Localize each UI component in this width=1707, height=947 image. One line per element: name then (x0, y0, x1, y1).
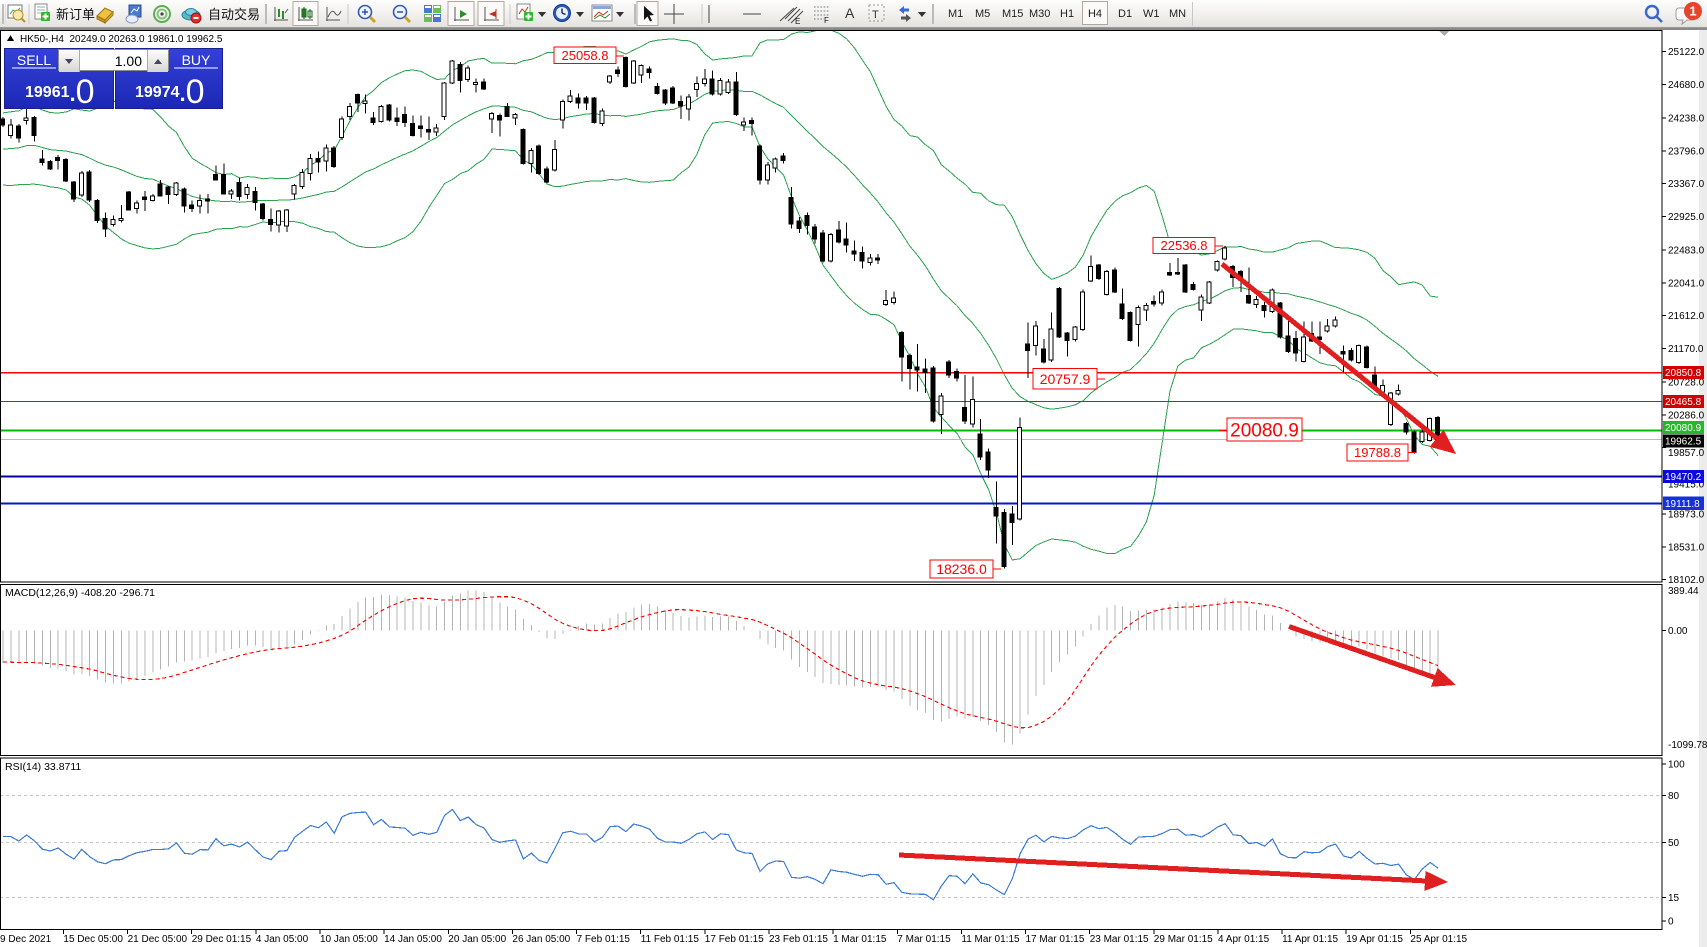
svg-text:18973.0: 18973.0 (1668, 509, 1705, 520)
svg-text:25 Apr 01:15: 25 Apr 01:15 (1410, 934, 1467, 945)
svg-text:22536.8: 22536.8 (1161, 238, 1208, 253)
svg-text:23 Feb 01:15: 23 Feb 01:15 (769, 934, 828, 945)
svg-text:19111.8: 19111.8 (1665, 499, 1700, 510)
svg-text:29 Mar 01:15: 29 Mar 01:15 (1154, 934, 1213, 945)
svg-text:25058.8: 25058.8 (562, 48, 609, 63)
svg-text:19788.8: 19788.8 (1354, 445, 1401, 460)
svg-text:F: F (824, 16, 829, 25)
svg-text:21612.0: 21612.0 (1668, 311, 1705, 322)
svg-text:RSI(14) 33.8711: RSI(14) 33.8711 (5, 761, 81, 773)
svg-text:23367.0: 23367.0 (1668, 179, 1705, 190)
svg-text:A: A (845, 5, 855, 21)
svg-text:19470.2: 19470.2 (1665, 472, 1702, 483)
svg-text:7 Mar 01:15: 7 Mar 01:15 (897, 934, 951, 945)
svg-text:29 Dec 01:15: 29 Dec 01:15 (192, 934, 252, 945)
svg-text:20757.9: 20757.9 (1040, 371, 1091, 387)
svg-text:7 Feb 01:15: 7 Feb 01:15 (577, 934, 631, 945)
svg-text:10 Jan 05:00: 10 Jan 05:00 (320, 934, 378, 945)
svg-text:21170.0: 21170.0 (1668, 344, 1704, 355)
svg-text:50: 50 (1668, 838, 1680, 849)
svg-text:17 Mar 01:15: 17 Mar 01:15 (1026, 934, 1085, 945)
svg-text:15 Dec 05:00: 15 Dec 05:00 (63, 934, 123, 945)
svg-text:22041.0: 22041.0 (1668, 279, 1705, 290)
svg-text:18236.0: 18236.0 (936, 561, 987, 577)
svg-text:80: 80 (1668, 791, 1680, 802)
svg-text:20850.8: 20850.8 (1665, 368, 1702, 379)
svg-text:0.00: 0.00 (1668, 626, 1688, 637)
svg-text:15: 15 (1668, 893, 1680, 904)
svg-text:HK50-,H4 20249.0 20263.0 1986: HK50-,H4 20249.0 20263.0 19861.0 19962.5 (20, 34, 223, 45)
svg-text:100: 100 (1668, 760, 1685, 771)
svg-text:19415.0: 19415.0 (1668, 480, 1705, 491)
svg-text:23796.0: 23796.0 (1668, 147, 1705, 158)
svg-text:新订单: 新订单 (56, 7, 95, 22)
svg-text:19 Apr 01:15: 19 Apr 01:15 (1346, 934, 1403, 945)
svg-text:26 Jan 05:00: 26 Jan 05:00 (512, 934, 570, 945)
svg-text:389.44: 389.44 (1668, 586, 1699, 597)
svg-text:E: E (795, 17, 800, 26)
svg-text:11 Apr 01:15: 11 Apr 01:15 (1282, 934, 1338, 945)
svg-text:0: 0 (1668, 917, 1674, 928)
svg-text:19857.0: 19857.0 (1668, 448, 1705, 459)
svg-text:24680.0: 24680.0 (1668, 80, 1705, 91)
svg-text:21 Dec 05:00: 21 Dec 05:00 (128, 934, 188, 945)
svg-text:4 Jan 05:00: 4 Jan 05:00 (256, 934, 309, 945)
svg-text:14 Jan 05:00: 14 Jan 05:00 (384, 934, 442, 945)
svg-text:20286.0: 20286.0 (1668, 411, 1705, 422)
svg-text:MACD(12,26,9) -408.20 -296.71: MACD(12,26,9) -408.20 -296.71 (5, 587, 155, 599)
svg-text:22483.0: 22483.0 (1668, 245, 1705, 256)
svg-text:20 Jan 05:00: 20 Jan 05:00 (448, 934, 506, 945)
svg-text:17 Feb 01:15: 17 Feb 01:15 (705, 934, 764, 945)
svg-text:自动交易: 自动交易 (208, 7, 260, 22)
svg-text:18102.0: 18102.0 (1668, 575, 1705, 586)
svg-text:11 Feb 01:15: 11 Feb 01:15 (641, 934, 700, 945)
svg-text:11 Mar 01:15: 11 Mar 01:15 (961, 934, 1020, 945)
svg-text:1 Mar 01:15: 1 Mar 01:15 (833, 934, 887, 945)
svg-text:19962.5: 19962.5 (1665, 436, 1702, 447)
svg-text:4 Apr 01:15: 4 Apr 01:15 (1218, 934, 1270, 945)
svg-text:24238.0: 24238.0 (1668, 113, 1705, 124)
svg-text:23 Mar 01:15: 23 Mar 01:15 (1090, 934, 1149, 945)
svg-text:22925.0: 22925.0 (1668, 212, 1705, 223)
svg-text:20080.9: 20080.9 (1230, 420, 1299, 441)
svg-text:20465.8: 20465.8 (1665, 397, 1702, 408)
svg-text:25122.0: 25122.0 (1668, 47, 1705, 58)
svg-text:9 Dec 2021: 9 Dec 2021 (0, 934, 52, 945)
svg-text:20080.9: 20080.9 (1665, 423, 1702, 434)
svg-text:20728.0: 20728.0 (1668, 377, 1705, 388)
svg-text:18531.0: 18531.0 (1668, 543, 1705, 554)
svg-text:-1099.78: -1099.78 (1668, 740, 1707, 751)
svg-text:1: 1 (1689, 4, 1696, 19)
svg-text:T: T (872, 9, 879, 21)
